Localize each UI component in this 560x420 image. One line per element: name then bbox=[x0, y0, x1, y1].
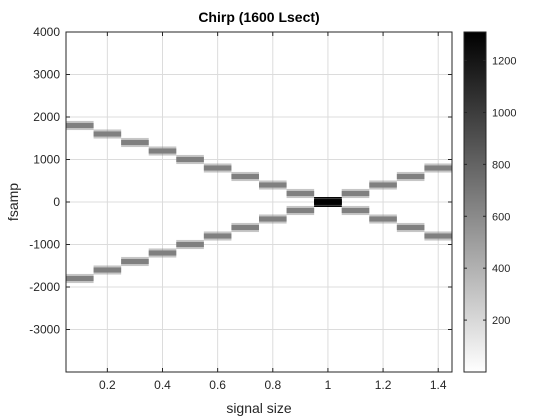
band-segment bbox=[121, 139, 149, 146]
colorbar-tick-label: 400 bbox=[492, 263, 510, 275]
band-segment bbox=[424, 165, 452, 171]
band-segment bbox=[231, 173, 259, 180]
y-tick-label: -2000 bbox=[29, 280, 60, 294]
colorbar-ticks: 200 400 600 800 1000 1200 bbox=[464, 56, 516, 327]
chart-title: Chirp (1600 Lsect) bbox=[198, 9, 319, 25]
band-segment bbox=[286, 190, 315, 197]
band-segment bbox=[148, 250, 177, 256]
y-tick-label: 2000 bbox=[33, 110, 60, 124]
y-tick-label: 3000 bbox=[33, 68, 60, 82]
x-tick-label: 0.4 bbox=[154, 378, 171, 392]
band-segment bbox=[203, 165, 232, 171]
x-tick-label: 0.8 bbox=[264, 378, 281, 392]
y-tick-label: 4000 bbox=[33, 25, 60, 39]
y-axis-ticks: 4000 3000 2000 1000 0 -1000 -2000 -3000 bbox=[29, 25, 452, 337]
band-segment bbox=[203, 233, 232, 239]
band-segment bbox=[341, 207, 370, 214]
band-segment bbox=[396, 224, 425, 231]
colorbar-tick-label: 1000 bbox=[492, 107, 516, 119]
plot-area bbox=[65, 31, 453, 373]
colorbar-tick-label: 800 bbox=[492, 159, 510, 171]
y-tick-label: -1000 bbox=[29, 238, 60, 252]
band-segment bbox=[93, 267, 122, 273]
x-tick-label: 1.4 bbox=[430, 378, 447, 392]
band-segment bbox=[66, 275, 94, 282]
y-tick-label: 1000 bbox=[33, 153, 60, 167]
band-segment bbox=[148, 148, 177, 154]
band-segment bbox=[176, 156, 204, 163]
y-tick-label: -3000 bbox=[29, 323, 60, 337]
y-tick-label: 0 bbox=[53, 195, 60, 209]
band-segment bbox=[259, 216, 287, 222]
colorbar-tick-label: 200 bbox=[492, 315, 510, 327]
x-tick-label: 1.2 bbox=[375, 378, 392, 392]
band-segment bbox=[424, 233, 452, 239]
spectrogram-bands bbox=[66, 120, 452, 284]
band-segment bbox=[369, 216, 397, 222]
x-axis-ticks: 0.2 0.4 0.6 0.8 1 1.2 1.4 bbox=[99, 32, 447, 392]
band-segment bbox=[176, 241, 204, 248]
band-segment bbox=[66, 122, 94, 129]
colorbar-tick-label: 1200 bbox=[492, 56, 516, 68]
band-segment bbox=[259, 182, 287, 188]
band-segment bbox=[93, 131, 122, 137]
x-tick-label: 0.2 bbox=[99, 378, 116, 392]
band-segment bbox=[341, 190, 370, 197]
band-segment bbox=[286, 207, 315, 214]
band-segment bbox=[396, 173, 425, 180]
band-segment bbox=[369, 182, 397, 188]
band-segment bbox=[121, 258, 149, 265]
colorbar-tick-label: 600 bbox=[492, 211, 510, 223]
colorbar-gradient bbox=[463, 31, 487, 373]
y-axis-label: fsamp bbox=[5, 183, 21, 221]
x-tick-label: 1 bbox=[325, 378, 332, 392]
x-tick-label: 0.6 bbox=[209, 378, 226, 392]
colorbar: 200 400 600 800 1000 1200 bbox=[463, 31, 516, 373]
x-axis-label: signal size bbox=[226, 400, 292, 416]
band-segment bbox=[231, 224, 259, 231]
